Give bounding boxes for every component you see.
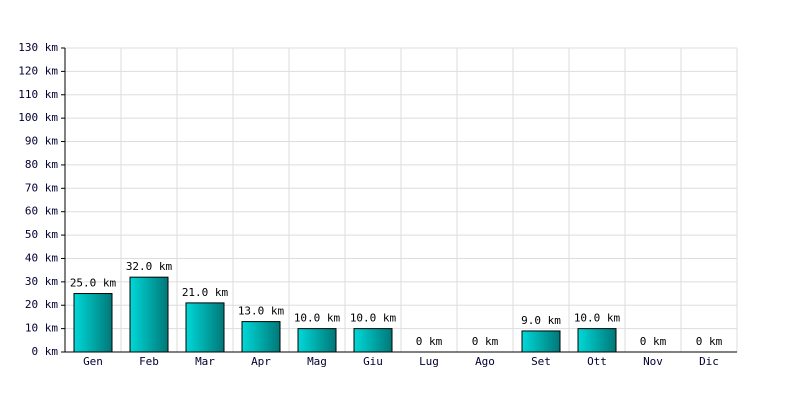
y-tick-label: 10 km	[25, 322, 58, 335]
bar	[521, 330, 561, 353]
y-tick-label: 60 km	[25, 205, 58, 218]
bar	[353, 328, 393, 353]
x-tick-label: Set	[531, 355, 551, 368]
value-label: 21.0 km	[182, 286, 229, 299]
value-label: 0 km	[416, 335, 443, 348]
y-tick-label: 40 km	[25, 251, 58, 264]
y-tick-label: 110 km	[18, 88, 58, 101]
value-label: 0 km	[640, 335, 667, 348]
x-tick-label: Feb	[139, 355, 159, 368]
value-label: 10.0 km	[350, 312, 397, 325]
y-tick-label: 90 km	[25, 135, 58, 148]
bar	[297, 328, 337, 353]
value-label: 10.0 km	[294, 312, 341, 325]
bar	[129, 276, 169, 353]
bar	[185, 302, 225, 353]
y-tick-label: 70 km	[25, 181, 58, 194]
x-tick-label: Ott	[587, 355, 607, 368]
x-tick-label: Nov	[643, 355, 663, 368]
y-tick-label: 30 km	[25, 275, 58, 288]
value-label: 25.0 km	[70, 277, 117, 290]
bar	[241, 321, 281, 353]
bar	[73, 293, 113, 353]
y-tick-label: 80 km	[25, 158, 58, 171]
x-tick-label: Ago	[475, 355, 495, 368]
value-label: 0 km	[696, 335, 723, 348]
x-tick-label: Lug	[419, 355, 439, 368]
x-tick-label: Apr	[251, 355, 271, 368]
y-tick-label: 100 km	[18, 111, 58, 124]
x-tick-label: Dic	[699, 355, 719, 368]
y-tick-label: 0 km	[32, 345, 59, 358]
value-label: 0 km	[472, 335, 499, 348]
y-tick-label: 120 km	[18, 64, 58, 77]
x-tick-label: Mag	[307, 355, 327, 368]
x-tick-label: Gen	[83, 355, 103, 368]
y-tick-label: 20 km	[25, 298, 58, 311]
bar	[577, 328, 617, 353]
value-label: 13.0 km	[238, 305, 285, 318]
y-tick-label: 50 km	[25, 228, 58, 241]
x-tick-label: Giu	[363, 355, 383, 368]
x-tick-label: Mar	[195, 355, 215, 368]
value-label: 9.0 km	[521, 314, 561, 327]
y-tick-label: 130 km	[18, 41, 58, 54]
value-label: 32.0 km	[126, 260, 173, 273]
value-label: 10.0 km	[574, 312, 621, 325]
